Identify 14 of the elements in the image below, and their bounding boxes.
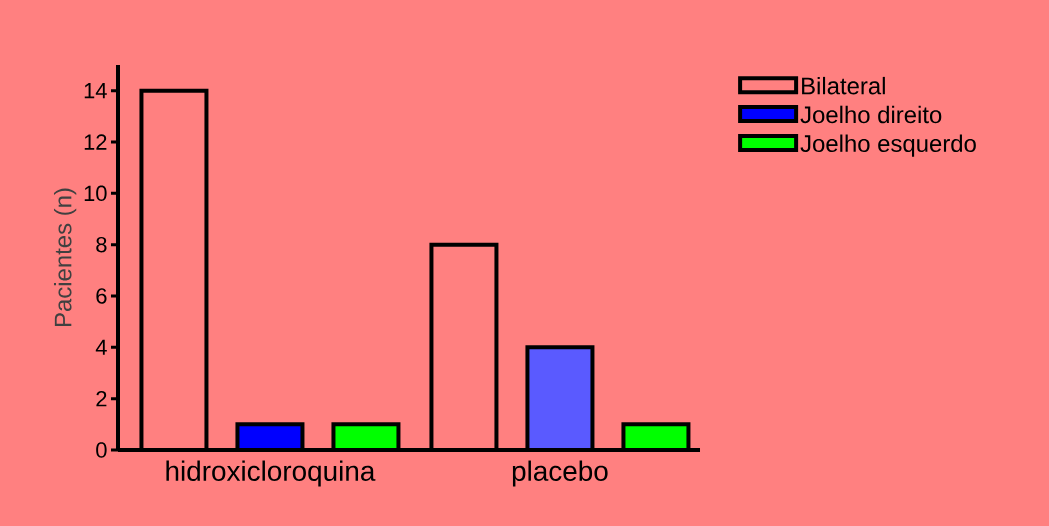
y-tick-label: 10 bbox=[84, 185, 107, 202]
x-tick-label: hidroxicloroquina bbox=[166, 460, 376, 487]
legend-label: Joelho esquerdo bbox=[800, 134, 976, 157]
y-tick-label: 12 bbox=[84, 134, 107, 150]
y-tick-label: 14 bbox=[84, 83, 107, 99]
legend-label: Joelho direito bbox=[800, 105, 942, 124]
y-tick-label: 0 bbox=[96, 442, 107, 458]
x-tick-label: placebo bbox=[512, 460, 608, 487]
y-axis-title: Pacientes (n) bbox=[53, 188, 77, 326]
y-tick-label: 8 bbox=[96, 236, 107, 253]
y-tick-label: 2 bbox=[96, 391, 107, 407]
y-tick-label: 6 bbox=[96, 288, 107, 304]
text: Bilateral bbox=[802, 76, 885, 95]
y-tick-label: 4 bbox=[95, 339, 107, 355]
